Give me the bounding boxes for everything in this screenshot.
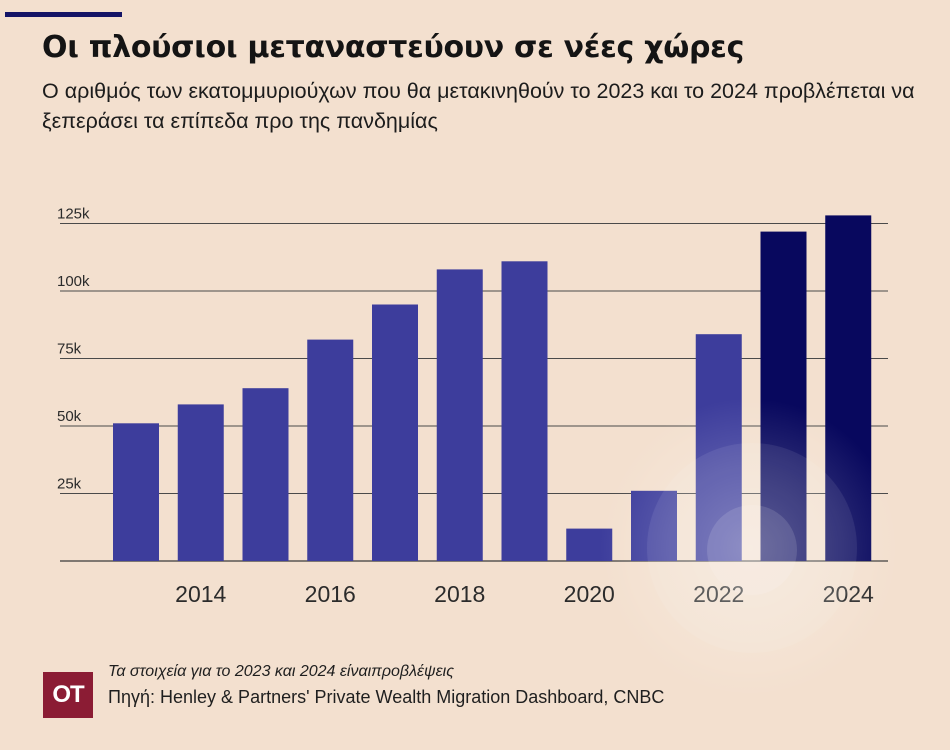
y-tick-label: 100k (57, 273, 90, 290)
source-text: Πηγή: Henley & Partners' Private Wealth … (108, 687, 665, 707)
glow-inner (707, 505, 797, 595)
bar-2016 (307, 339, 354, 561)
x-tick-label: 2014 (175, 581, 226, 607)
bar-2018 (436, 269, 483, 561)
x-tick-label: 2018 (434, 581, 485, 607)
bar-2013 (113, 423, 159, 561)
bar-2019 (501, 261, 548, 561)
bar-2017 (372, 304, 418, 561)
accent-line (5, 12, 122, 17)
y-tick-label: 25k (57, 476, 82, 493)
glow-outer (600, 398, 900, 698)
bar-2015 (242, 388, 289, 561)
x-tick-label: 2016 (305, 581, 356, 607)
y-tick-label: 50k (57, 408, 82, 425)
y-tick-label: 125k (57, 206, 90, 223)
bar-2014 (177, 404, 224, 561)
forecast-note: Τα στοιχεία για το 2023 και 2024 είναιπρ… (108, 663, 454, 680)
y-tick-label: 75k (57, 341, 82, 358)
glow-middle (647, 443, 857, 653)
glow-decoration (600, 398, 900, 698)
chart-title: Οι πλούσιοι μεταναστεύουν σε νέες χώρες (42, 30, 745, 65)
chart-subtitle: Ο αριθμός των εκατομμυριούχων που θα μετ… (42, 79, 915, 133)
ot-logo: OT (43, 672, 93, 718)
